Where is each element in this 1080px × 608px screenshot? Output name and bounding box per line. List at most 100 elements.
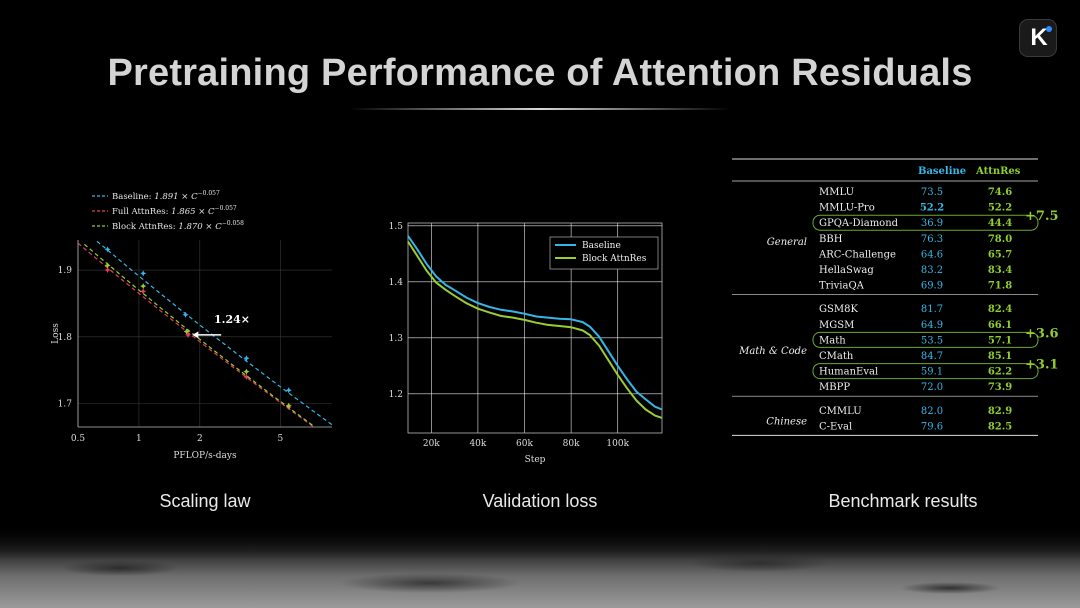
data-point-block_attnres [183, 328, 190, 335]
kimi-logo: K [1019, 19, 1057, 57]
group-label: General [767, 237, 807, 248]
logo-letter: K [1030, 24, 1048, 51]
gain-badge: +7.5 [1025, 209, 1059, 224]
x-axis-label: PFLOP/s-days [173, 451, 237, 461]
benchmark-name: GPQA-Diamond [819, 218, 899, 229]
benchmark-table: Baseline AttnRes MMLU 73.5 74.6 MMLU-Pro 52.2 5… [732, 158, 1059, 436]
x-axis-label: Step [525, 455, 546, 465]
benchmark-name: MMLU [819, 187, 854, 198]
legend-label-baseline: Baseline [582, 241, 621, 251]
header-attnres: AttnRes [975, 166, 1021, 177]
baseline-score: 73.5 [921, 187, 943, 198]
legend-label-block_attnres: Block AttnRes: 1.870 × C−0.058 [112, 220, 244, 232]
y-tick-label: 1.4 [389, 278, 404, 288]
attnres-score: 82.5 [988, 421, 1012, 432]
data-point-block_attnres [243, 368, 250, 375]
attnres-score: 44.4 [988, 218, 1012, 229]
attnres-score: 85.1 [988, 351, 1012, 362]
fit-line-baseline [96, 240, 333, 426]
highlight-pill [812, 214, 1039, 231]
speedup-annotation: 1.24× [214, 313, 250, 326]
benchmark-name: HellaSwag [819, 265, 874, 276]
data-point-baseline [285, 387, 292, 394]
data-point-full_attnres [185, 331, 192, 338]
legend-prefix: Baseline: [112, 192, 154, 202]
baseline-score: 79.6 [921, 421, 943, 432]
plot-frame [407, 222, 663, 434]
x-tick-label: 100k [606, 439, 629, 449]
highlight-pill [812, 363, 1039, 380]
x-tick-label: 80k [563, 439, 580, 449]
attnres-score: 66.1 [988, 320, 1012, 331]
baseline-score: 72.0 [921, 382, 943, 393]
speedup-arrow-head-icon [192, 331, 199, 339]
x-tick-label: 1 [136, 434, 142, 444]
y-axis-label: Loss [51, 323, 61, 344]
baseline-score: 84.7 [921, 351, 943, 362]
benchmark-name: BBH [819, 234, 843, 245]
gain-badge: +3.6 [1025, 326, 1059, 341]
legend-label-block_attnres: Block AttnRes [582, 254, 647, 264]
x-tick-label: 60k [516, 439, 533, 449]
attnres-score: 62.2 [988, 367, 1012, 378]
group-label: Chinese [766, 417, 807, 428]
benchmark-name: MBPP [819, 382, 850, 393]
attnres-score: 73.9 [988, 382, 1012, 393]
benchmark-name: MGSM [819, 320, 854, 331]
legend-label-full_attnres: Full AttnRes: 1.865 × C−0.057 [112, 205, 237, 217]
caption-scaling-law: Scaling law [159, 491, 251, 511]
benchmark-name: CMMLU [819, 406, 862, 417]
data-point-full_attnres [104, 267, 111, 274]
legend-exponent: −0.057 [198, 190, 220, 197]
benchmark-name: ARC-Challenge [818, 249, 896, 260]
benchmark-name: CMath [819, 351, 854, 362]
fit-line-block_attnres [84, 243, 314, 427]
data-point-baseline [243, 355, 250, 362]
data-point-block_attnres [104, 262, 111, 269]
legend-exponent: −0.057 [215, 205, 237, 212]
legend-formula: 1.865 × C [171, 207, 215, 217]
baseline-score: 53.5 [921, 335, 943, 346]
x-tick-label: 2 [197, 434, 203, 444]
benchmark-name: Math [819, 335, 846, 346]
benchmark-name: HumanEval [819, 367, 878, 378]
x-tick-label: 40k [469, 439, 486, 449]
caption-validation-loss: Validation loss [482, 491, 598, 511]
x-tick-label: 0.5 [71, 434, 86, 444]
baseline-score: 36.9 [921, 218, 943, 229]
baseline-score: 82.0 [921, 406, 943, 417]
data-point-block_attnres [140, 283, 147, 290]
x-tick-label: 5 [277, 434, 283, 444]
title-underline [350, 108, 730, 110]
y-tick-label: 1.7 [58, 400, 73, 410]
series-line-block_attnres [407, 240, 663, 419]
legend-formula: 1.870 × C [178, 222, 222, 232]
group-label: Math & Code [738, 346, 807, 357]
attnres-score: 71.8 [988, 281, 1012, 292]
attnres-score: 83.4 [988, 265, 1012, 276]
data-point-baseline [104, 246, 111, 253]
baseline-score: 64.6 [921, 249, 943, 260]
legend-label-baseline: Baseline: 1.891 × C−0.057 [112, 190, 220, 202]
legend-formula: 1.891 × C [154, 192, 198, 202]
attnres-score: 78.0 [988, 234, 1012, 245]
baseline-score: 69.9 [921, 281, 943, 292]
baseline-score: 83.2 [921, 265, 943, 276]
attnres-score: 82.9 [988, 406, 1012, 417]
legend-prefix: Block AttnRes: [112, 222, 178, 232]
attnres-score: 52.2 [988, 203, 1012, 214]
baseline-score: 59.1 [921, 367, 943, 378]
attnres-score: 82.4 [988, 304, 1012, 315]
benchmark-name: TriviaQA [819, 281, 865, 292]
y-tick-label: 1.3 [389, 334, 404, 344]
scaling-law-chart: 0.5 1 2 5 1.7 1.8 1.9 PFLOP/s-days Loss Baseline:… [51, 190, 333, 461]
y-tick-label: 1.2 [389, 390, 403, 400]
slide-title: Pretraining Performance of Attention Res… [107, 52, 973, 94]
highlight-pill [812, 331, 1039, 348]
logo-dot-icon [1046, 26, 1052, 32]
validation-loss-chart: 20k 40k 60k 80k 100k 1.2 1.3 1.4 1.5 Step Baseline… [389, 222, 663, 465]
data-point-full_attnres [140, 288, 147, 295]
benchmark-name: GSM8K [819, 304, 858, 315]
data-point-baseline [182, 311, 189, 318]
